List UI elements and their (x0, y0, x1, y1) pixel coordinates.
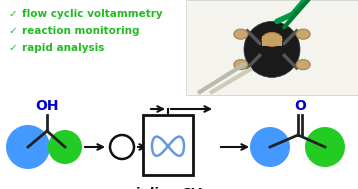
Circle shape (6, 125, 50, 169)
Circle shape (244, 21, 300, 77)
Bar (262, 36, 282, 46)
Ellipse shape (262, 32, 282, 46)
Text: O: O (294, 99, 306, 113)
Text: flow cyclic voltammetry: flow cyclic voltammetry (22, 9, 163, 19)
Ellipse shape (234, 29, 248, 39)
Text: ✓: ✓ (8, 26, 17, 36)
Text: OH: OH (35, 99, 59, 113)
Text: rapid analysis: rapid analysis (22, 43, 105, 53)
Bar (186, 0, 358, 95)
Circle shape (48, 130, 82, 164)
Circle shape (305, 127, 345, 167)
Text: ✓: ✓ (8, 43, 17, 53)
Polygon shape (148, 117, 160, 175)
Text: ✓: ✓ (8, 9, 17, 19)
Ellipse shape (234, 60, 248, 70)
Ellipse shape (296, 60, 310, 70)
Polygon shape (158, 117, 167, 175)
Bar (143, 115, 193, 175)
Circle shape (250, 127, 290, 167)
Text: inline CV: inline CV (135, 187, 201, 189)
Ellipse shape (296, 29, 310, 39)
Text: reaction monitoring: reaction monitoring (22, 26, 140, 36)
